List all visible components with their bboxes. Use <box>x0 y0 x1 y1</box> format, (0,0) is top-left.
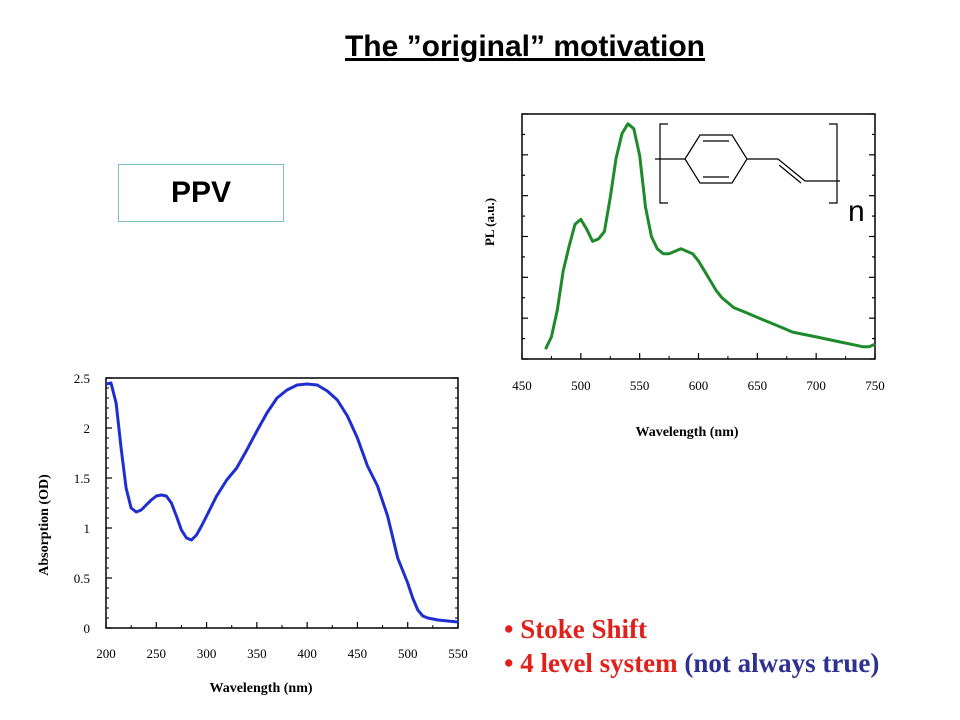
absorption-x-tick-label: 350 <box>247 646 267 661</box>
pl-chart: 450 500 550 600 650 700 750 Wavelength (nm) PL… <box>482 113 885 440</box>
absorption-y-tick-label: 1 <box>84 521 91 536</box>
absorption-ticks: 200 250 300 350 400 450 500 550 0 0.5 1 1.5 2 2.5 <box>74 371 468 661</box>
pl-series-line <box>544 122 876 350</box>
bullet-item-stoke-shift: • Stoke Shift <box>504 612 879 646</box>
absorption-plot-frame <box>105 377 459 629</box>
bullet-list: • Stoke Shift • 4 level system (not alwa… <box>504 612 879 680</box>
pl-x-tick-label: 700 <box>806 378 826 393</box>
right-bracket <box>829 123 838 204</box>
vinylene-bond <box>747 158 840 182</box>
pl-x-tick-label: 500 <box>571 378 591 393</box>
bullet-marker: • <box>504 648 514 678</box>
pl-x-tick-label: 750 <box>865 378 885 393</box>
absorption-x-tick-label: 550 <box>448 646 468 661</box>
pl-ticks: 450 500 550 600 650 700 750 <box>512 113 885 393</box>
pl-x-tick-label: 600 <box>689 378 709 393</box>
vinylene-double-bond <box>778 164 802 184</box>
pl-y-axis-label: PL (a.u.) <box>482 198 497 246</box>
bullet-text-stoke-shift: Stoke Shift <box>520 614 647 644</box>
absorption-x-tick-label: 500 <box>398 646 418 661</box>
ppv-structure-diagram: n <box>655 123 865 228</box>
bullet-item-4-level-system: • 4 level system (not always true) <box>504 646 879 680</box>
bullet-text-4-level-system: 4 level system <box>520 648 678 678</box>
absorption-y-tick-label: 1.5 <box>74 471 90 486</box>
bullet-marker: • <box>504 614 514 644</box>
ppv-label: PPV <box>170 176 232 209</box>
pl-x-tick-label: 550 <box>630 378 650 393</box>
absorption-y-tick-label: 0.5 <box>74 571 90 586</box>
pl-x-tick-label: 650 <box>748 378 768 393</box>
bullet-note-not-always-true: (not always true) <box>684 648 880 678</box>
absorption-x-axis-label: Wavelength (nm) <box>209 681 312 696</box>
pl-x-axis-label: Wavelength (nm) <box>635 425 738 440</box>
benzene-inner-bonds <box>703 140 729 178</box>
left-bracket <box>659 123 668 204</box>
absorption-x-tick-label: 250 <box>147 646 167 661</box>
pl-x-tick-label: 450 <box>512 378 532 393</box>
ppv-label-box: PPV <box>118 164 284 222</box>
absorption-y-tick-label: 0 <box>84 621 91 636</box>
absorption-series-line <box>105 381 459 624</box>
slide-title: The ”original” motivation <box>344 30 705 63</box>
benzene-ring <box>684 134 748 184</box>
absorption-y-axis-label: Absorption (OD) <box>37 474 52 576</box>
absorption-x-tick-label: 450 <box>348 646 368 661</box>
pl-plot-frame <box>521 113 876 360</box>
absorption-chart: 200 250 300 350 400 450 500 550 0 0.5 1 1.5 2 2.5 Wav… <box>37 371 468 696</box>
absorption-x-tick-label: 400 <box>297 646 317 661</box>
absorption-y-tick-label: 2.5 <box>74 371 90 386</box>
absorption-x-tick-label: 200 <box>96 646 116 661</box>
absorption-x-tick-label: 300 <box>197 646 217 661</box>
repeat-unit-label: n <box>848 195 865 228</box>
absorption-y-tick-label: 2 <box>84 421 91 436</box>
